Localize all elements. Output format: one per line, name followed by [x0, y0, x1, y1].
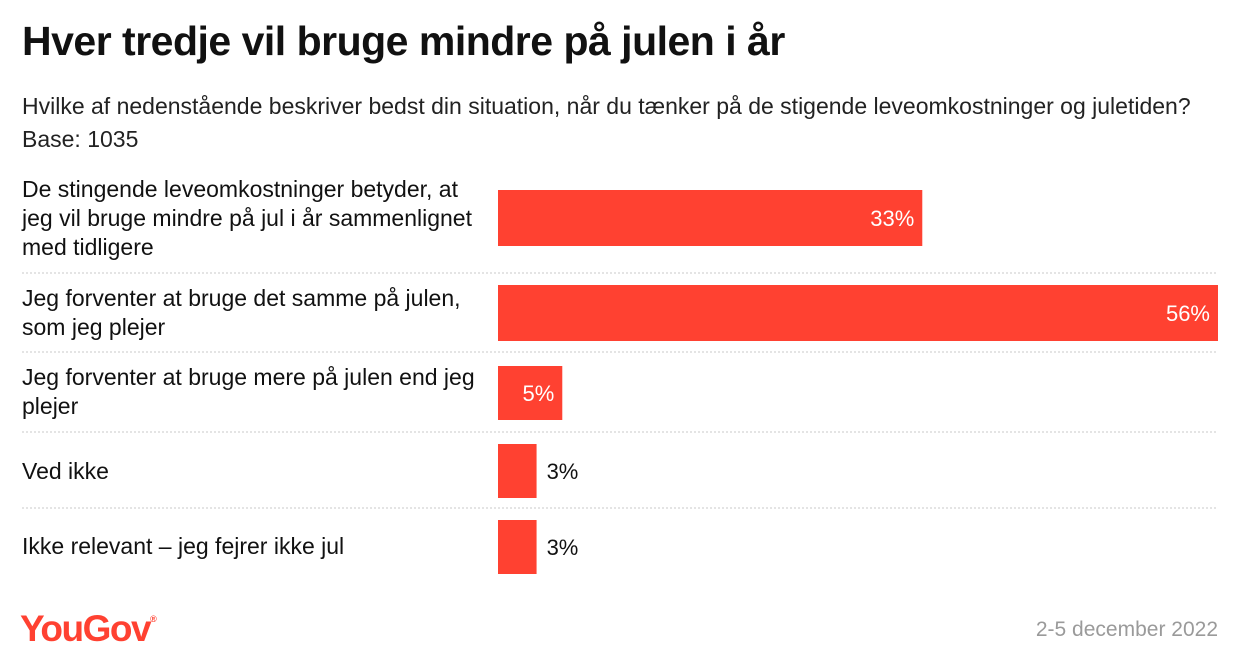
bar	[498, 520, 537, 574]
bar	[498, 366, 563, 420]
bar-value-label: 56%	[1166, 301, 1210, 326]
bar	[498, 285, 1218, 341]
category-label: Jeg forventer at bruge det samme på jule…	[22, 285, 461, 340]
category-label: Jeg forventer at bruge mere på julen end…	[22, 364, 475, 419]
brand-name: YouGov	[20, 608, 152, 649]
bar-value-label: 33%	[870, 206, 914, 231]
yougov-logo: YouGov®	[20, 608, 157, 649]
bar	[498, 190, 923, 246]
category-label: Ikke relevant – jeg fejrer ikke jul	[22, 532, 345, 559]
category-label: Ved ikke	[22, 457, 109, 484]
bar	[498, 444, 537, 498]
survey-date: 2-5 december 2022	[1035, 618, 1218, 641]
bar-value-label: 5%	[522, 381, 554, 406]
category-label: De stingende leveomkostninger betyder, a…	[22, 175, 472, 260]
bar-value-label: 3%	[547, 535, 579, 560]
chart-title: Hver tredje vil bruge mindre på julen i …	[22, 18, 785, 64]
bar-value-label: 3%	[547, 459, 579, 484]
chart-subtitle: Hvilke af nedenstående beskriver bedst d…	[22, 93, 1191, 152]
